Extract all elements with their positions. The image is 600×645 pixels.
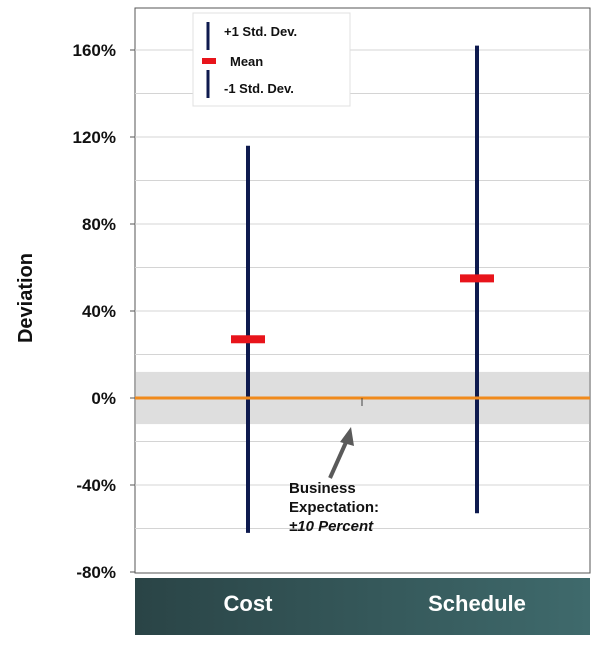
legend-lower-label: -1 Std. Dev. bbox=[224, 81, 294, 96]
y-tick-label: 40% bbox=[82, 302, 116, 321]
business-expectation-annotation: Business Expectation: ±10 Percent bbox=[289, 398, 379, 535]
y-tick-label: -40% bbox=[76, 476, 116, 495]
legend-upper-label: +1 Std. Dev. bbox=[224, 24, 297, 39]
y-tick-label: 160% bbox=[73, 41, 116, 60]
category-band bbox=[135, 578, 590, 635]
annotation-arrow-shaft bbox=[328, 439, 349, 479]
category-label-cost: Cost bbox=[224, 591, 274, 616]
y-axis-label: Deviation bbox=[15, 253, 37, 343]
category-label-schedule: Schedule bbox=[428, 591, 526, 616]
annotation-line-2: Expectation: bbox=[289, 499, 379, 516]
mean-markers bbox=[231, 274, 494, 344]
mean-marker-schedule bbox=[460, 274, 494, 283]
category-labels: Cost Schedule bbox=[224, 591, 526, 616]
legend-box bbox=[192, 12, 351, 107]
y-tick-label: 0% bbox=[91, 389, 116, 408]
y-tick-label: 120% bbox=[73, 128, 116, 147]
legend-mean-swatch bbox=[202, 58, 216, 64]
annotation-line-3: ±10 Percent bbox=[289, 518, 374, 535]
y-axis-ticks: -80% -40% 0% 40% 80% 120% 160% bbox=[73, 41, 135, 582]
y-tick-label: 80% bbox=[82, 215, 116, 234]
mean-marker-cost bbox=[231, 335, 265, 344]
annotation-arrow-head bbox=[340, 427, 354, 446]
annotation-line-1: Business bbox=[289, 480, 356, 497]
y-tick-label: -80% bbox=[76, 563, 116, 582]
legend-mean-label: Mean bbox=[230, 54, 263, 69]
legend: +1 Std. Dev. Mean -1 Std. Dev. bbox=[192, 12, 351, 107]
